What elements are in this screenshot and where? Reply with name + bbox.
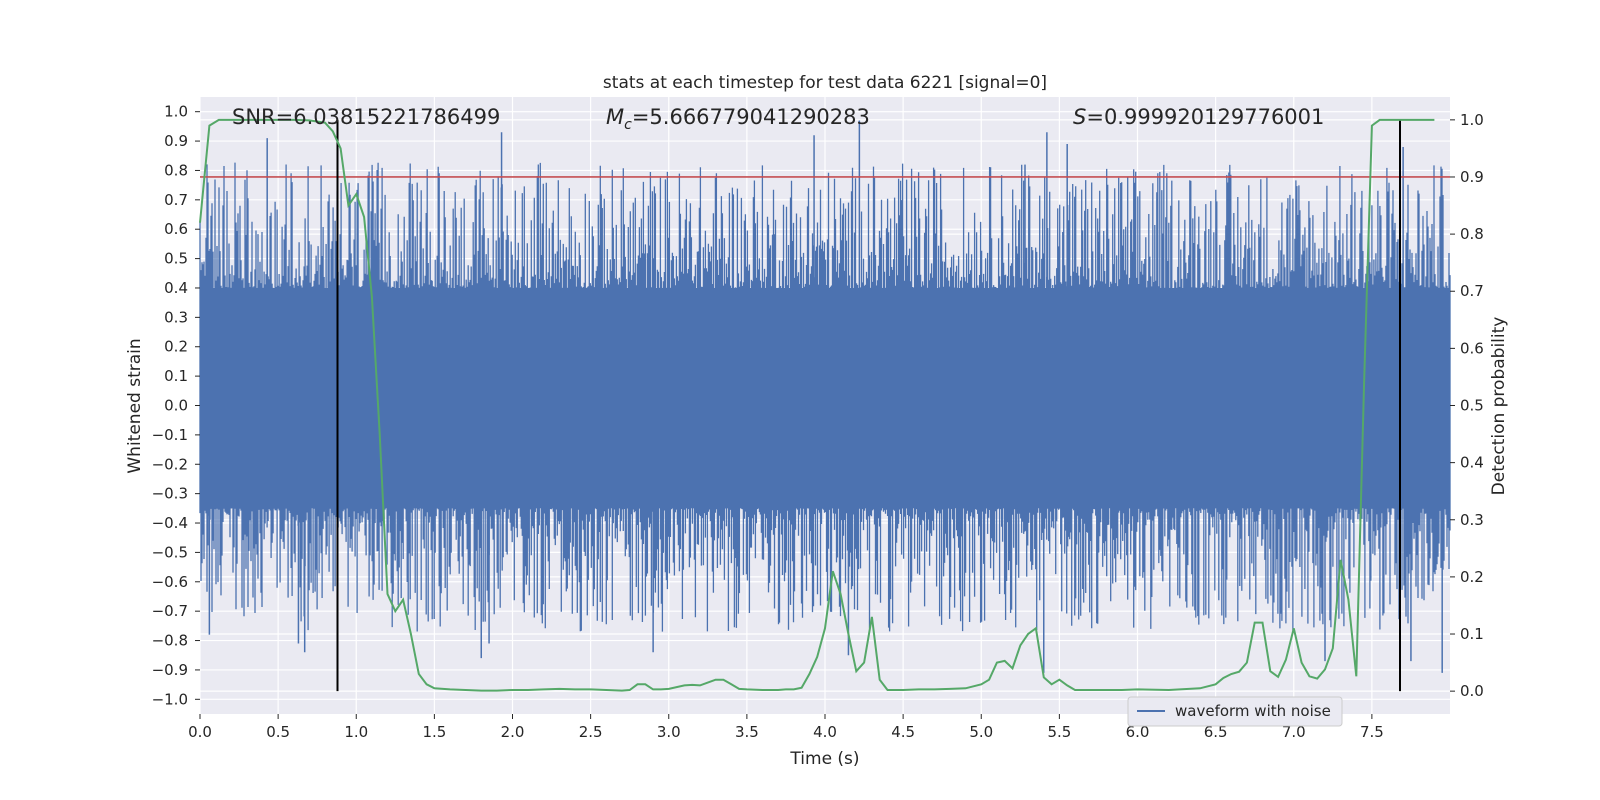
y-left-tick-label-11: −0.1 [152,426,188,444]
y-left-tick-label-5: 0.5 [164,250,188,268]
chart-title: stats at each timestep for test data 622… [603,73,1047,93]
y-left-tick-label-14: −0.4 [152,514,188,532]
y-axis-label-right: Detection probability [1489,317,1509,496]
waveform-series [199,120,1451,673]
y-left-tick-label-18: −0.8 [152,632,188,650]
chirp-mass-subscript: c [624,117,632,133]
y-axis-label-left: Whitened strain [125,338,145,473]
x-tick-label-8: 4.0 [813,723,837,741]
score-value: =0.999920129776001 [1086,105,1324,129]
x-tick-label-15: 7.5 [1360,723,1384,741]
x-axis-ticks: 0.0 0.5 1.0 1.5 2.0 2.5 3.0 3.5 4.0 4.5 5.0 5.5 6.0 6… [188,714,1384,741]
y-left-axis-ticks: 1.0 0.9 0.8 0.7 0.6 0.5 0.4 0.3 0.2 0.1 0.0 −0.1 −0.… [152,103,200,708]
chirp-mass-value: =5.666779041290283 [632,105,870,129]
y-left-tick-label-15: −0.5 [152,543,188,561]
y-left-tick-label-7: 0.3 [164,308,188,326]
x-tick-label-4: 2.0 [501,723,525,741]
vertical-markers [336,119,1401,692]
x-tick-label-9: 4.5 [891,723,915,741]
legend-label-waveform: waveform with noise [1175,702,1331,720]
y-left-tick-label-6: 0.4 [164,279,188,297]
detection-probability-line [199,118,1435,692]
y-left-tick-label-4: 0.6 [164,220,188,238]
y-right-axis-ticks: 1.0 0.9 0.8 0.7 0.6 0.5 0.4 0.3 0.2 0.1 0.0 [1450,111,1484,700]
y-right-tick-label-3: 0.7 [1460,282,1484,300]
y-right-tick-label-4: 0.6 [1460,339,1484,357]
y-left-tick-label-8: 0.2 [164,338,188,356]
y-left-tick-label-10: 0.0 [164,397,188,415]
y-left-tick-label-0: 1.0 [164,103,188,121]
x-tick-label-13: 6.5 [1204,723,1228,741]
x-tick-label-10: 5.0 [969,723,993,741]
y-right-tick-label-2: 0.8 [1460,225,1484,243]
x-tick-label-5: 2.5 [579,723,603,741]
y-left-tick-label-13: −0.3 [152,485,188,503]
y-right-tick-label-6: 0.4 [1460,454,1484,472]
x-tick-label-0: 0.0 [188,723,212,741]
x-axis-label: Time (s) [789,749,859,769]
y-left-tick-label-17: −0.7 [152,602,188,620]
y-right-tick-label-5: 0.5 [1460,397,1484,415]
x-tick-label-7: 3.5 [735,723,759,741]
snr-annotation: SNR=6.03815221786499 [232,105,500,129]
y-right-tick-label-0: 1.0 [1460,111,1484,129]
y-left-tick-label-12: −0.2 [152,455,188,473]
y-right-tick-label-8: 0.2 [1460,568,1484,586]
x-tick-label-14: 7.0 [1282,723,1306,741]
detection-probability-series [199,118,1435,692]
score-symbol: S [1073,105,1086,129]
y-left-tick-label-16: −0.6 [152,573,188,591]
y-right-tick-label-9: 0.1 [1460,625,1484,643]
y-left-tick-label-19: −0.9 [152,661,188,679]
y-right-tick-label-1: 0.9 [1460,168,1484,186]
y-left-tick-label-9: 0.1 [164,367,188,385]
legend: waveform with noise [1127,696,1343,727]
y-left-tick-label-20: −1.0 [152,690,188,708]
y-right-tick-label-7: 0.3 [1460,511,1484,529]
y-left-tick-label-1: 0.9 [164,132,188,150]
x-tick-label-6: 3.0 [657,723,681,741]
chirp-mass-annotation: Mc=5.666779041290283 [606,105,870,133]
legend-box [1127,696,1343,727]
y-left-tick-label-2: 0.8 [164,161,188,179]
x-tick-label-2: 1.0 [344,723,368,741]
x-tick-label-12: 6.0 [1126,723,1150,741]
x-tick-label-11: 5.5 [1047,723,1071,741]
chirp-mass-symbol: M [606,105,624,129]
x-tick-label-3: 1.5 [422,723,446,741]
y-right-tick-label-10: 0.0 [1460,682,1484,700]
x-tick-label-1: 0.5 [266,723,290,741]
score-annotation: S=0.999920129776001 [1073,105,1324,129]
y-left-tick-label-3: 0.7 [164,191,188,209]
